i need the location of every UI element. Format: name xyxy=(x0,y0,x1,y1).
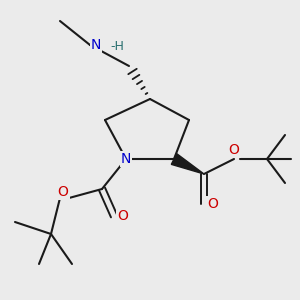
Text: O: O xyxy=(117,209,128,223)
Text: N: N xyxy=(121,152,131,166)
Text: O: O xyxy=(229,143,239,157)
Text: O: O xyxy=(58,185,68,199)
Text: -H: -H xyxy=(110,40,124,53)
Text: O: O xyxy=(207,197,218,211)
Polygon shape xyxy=(171,154,204,174)
Text: N: N xyxy=(91,38,101,52)
